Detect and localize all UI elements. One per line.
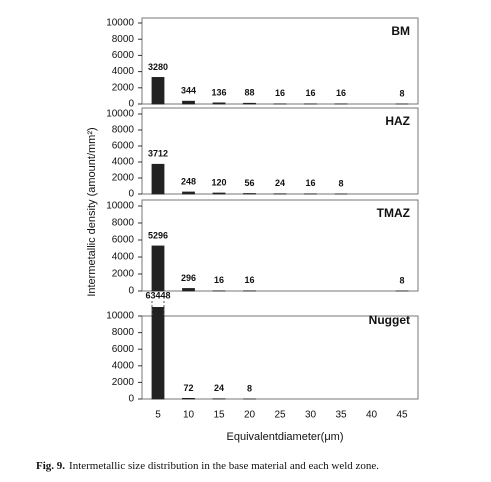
x-tick-label: 25: [274, 410, 286, 421]
value-label: 5296: [148, 230, 168, 240]
y-tick-label: 0: [128, 286, 134, 297]
value-label: 24: [275, 178, 285, 188]
y-tick-label: 8000: [112, 218, 135, 229]
value-label: 8: [338, 178, 343, 188]
y-axis-label: Intermetallic density (amount/mm²): [86, 127, 98, 296]
y-tick-label: 8000: [112, 327, 135, 338]
bar: [182, 288, 195, 292]
y-tick-label: 2000: [112, 269, 135, 280]
y-tick-label: 6000: [112, 50, 135, 61]
value-label: 136: [211, 87, 226, 97]
bars: [151, 245, 409, 292]
value-label: 296: [181, 273, 196, 283]
y-tick-label: 10000: [106, 201, 134, 212]
x-tick-label: 20: [244, 410, 256, 421]
bar: [182, 100, 195, 105]
bar: [151, 163, 165, 195]
value-label: 8: [399, 88, 404, 98]
x-tick-label: 35: [335, 410, 347, 421]
x-axis-label: Equivalentdiameter(μm): [227, 431, 344, 443]
y-tick-label: 4000: [112, 360, 135, 371]
y-tick-label: 6000: [112, 235, 135, 246]
x-tick-label: 5: [155, 410, 161, 421]
value-label: 3712: [148, 149, 168, 159]
y-tick-label: 0: [128, 394, 134, 405]
y-tick-label: 2000: [112, 377, 135, 388]
value-label: 16: [336, 88, 346, 98]
x-tick-label: 30: [305, 410, 317, 421]
y-tick-label: 0: [128, 99, 134, 110]
y-tick-label: 0: [128, 189, 134, 200]
bar: [182, 191, 195, 195]
x-tick-label: 45: [396, 410, 408, 421]
value-label: 8: [247, 383, 252, 393]
bar: [212, 192, 226, 195]
y-tick-label: 4000: [112, 252, 135, 263]
bar: [243, 102, 256, 105]
caption-text: Intermetallic size distribution in the b…: [69, 460, 379, 472]
panel-frame: [141, 315, 419, 400]
y-tick-label: 4000: [112, 157, 135, 168]
value-label: 16: [244, 275, 254, 285]
y-tick-label: 10000: [106, 311, 134, 322]
bar: [151, 245, 165, 292]
panel-title: TMAZ: [377, 206, 410, 220]
y-tick-label: 8000: [112, 34, 135, 45]
bar: [151, 77, 165, 105]
x-tick-label: 15: [213, 410, 225, 421]
value-label: 72: [183, 383, 193, 393]
caption-label: Fig. 9.: [36, 460, 65, 472]
bar: [212, 102, 226, 105]
y-tick-label: 2000: [112, 82, 135, 93]
caption: Fig. 9. Intermetallic size distribution i…: [36, 460, 379, 472]
panel-frame: [141, 199, 419, 292]
value-label: 56: [244, 178, 254, 188]
value-label: 3280: [148, 62, 168, 72]
bars: [151, 77, 409, 105]
y-tick-label: 8000: [112, 125, 135, 136]
y-tick-label: 4000: [112, 66, 135, 77]
value-label: 16: [305, 88, 315, 98]
value-label: 88: [244, 88, 254, 98]
panel-title: BM: [391, 24, 410, 38]
panel-title: Nugget: [369, 313, 410, 327]
x-tick-label: 10: [183, 410, 195, 421]
bars: [151, 307, 256, 400]
value-label: 16: [305, 178, 315, 188]
value-label: 63448: [145, 290, 170, 300]
value-label: 16: [275, 88, 285, 98]
panel-title: HAZ: [385, 114, 410, 128]
value-label: 344: [181, 86, 196, 96]
y-tick-label: 2000: [112, 173, 135, 184]
bar: [182, 398, 195, 400]
x-tick-label: 40: [366, 410, 378, 421]
value-label: 16: [214, 275, 224, 285]
y-tick-label: 6000: [112, 344, 135, 355]
value-label: 8: [399, 275, 404, 285]
bars: [151, 163, 348, 195]
y-tick-label: 10000: [106, 18, 134, 29]
y-tick-label: 10000: [106, 109, 134, 120]
value-label: 120: [211, 177, 226, 187]
bar: [151, 307, 165, 400]
y-tick-label: 6000: [112, 141, 135, 152]
value-label: 248: [181, 176, 196, 186]
value-label: 24: [214, 383, 224, 393]
